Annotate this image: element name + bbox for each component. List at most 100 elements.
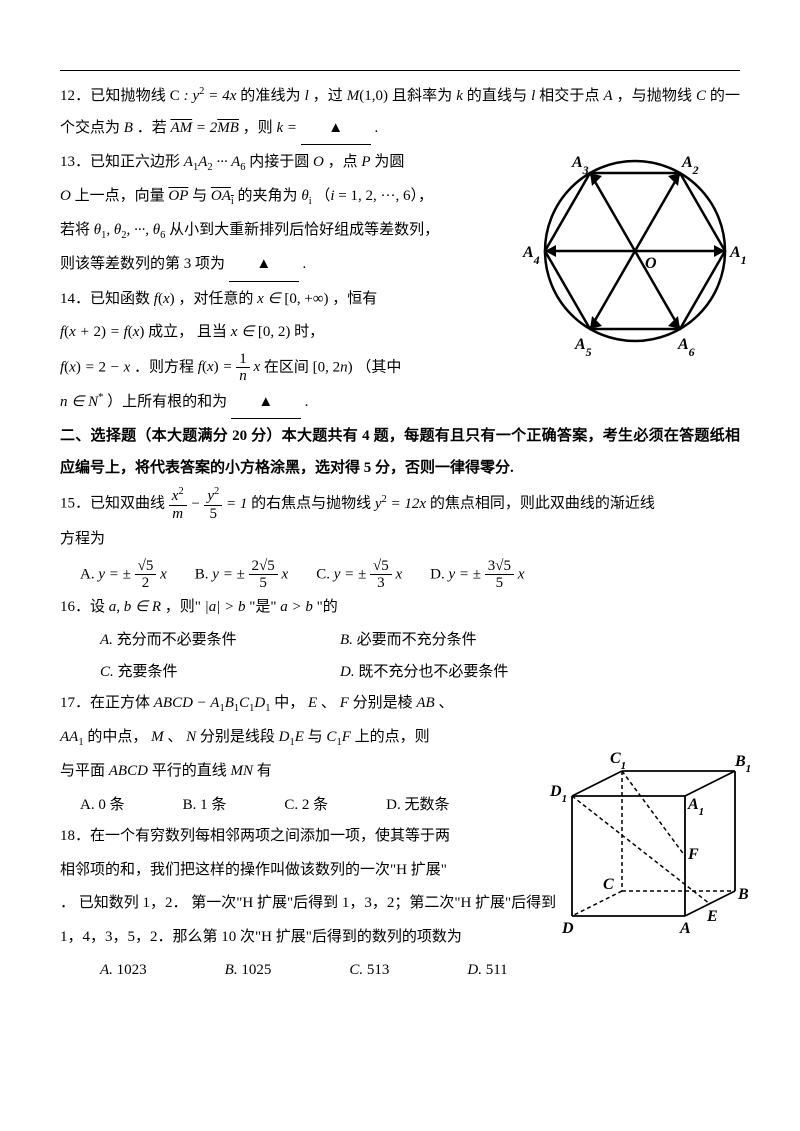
formula: ABCD: [109, 763, 148, 779]
q13-line4: 则该等差数列的第 3 项为 ▲ .: [60, 249, 520, 282]
text: 、: [167, 729, 182, 745]
q16-options: A. 充分而不必要条件 B. 必要而不充分条件 C. 充要条件 D. 既不充分也…: [100, 625, 580, 688]
text: 从小到大重新排列后恰好组成等差数列，: [169, 222, 439, 238]
text: 若将: [60, 222, 90, 238]
option-c: C. 充要条件: [100, 657, 340, 689]
text: 15．已知双曲线: [60, 496, 165, 512]
formula: ABCD − A1B1C1D1: [154, 695, 271, 711]
svg-text:A6: A6: [677, 336, 695, 359]
option-d: D. y = ± 3√55 x: [430, 558, 524, 592]
q18-line1: 18．在一个有穷数列每相邻两项之间添加一项，使其等于两: [60, 821, 540, 853]
formula: A: [604, 88, 613, 104]
option-c: C. y = ± √53 x: [316, 558, 402, 592]
svg-text:E: E: [706, 908, 718, 925]
formula: M(1,0): [347, 88, 388, 104]
svg-text:A3: A3: [571, 154, 589, 177]
q14-line2: f(x + 2) = f(x) 成立， 且当 x ∈ [0, 2) 时，: [60, 317, 520, 349]
cube-figure: D1 A1 C1 B1 D A C B E F: [540, 741, 750, 951]
q14-line3: f(x) = 2 − x ．则方程 f(x) = 1n x 在区间 [0, 2n…: [60, 351, 520, 385]
q15-options: A. y = ± √52 x B. y = ± 2√55 x C. y = ± …: [80, 558, 740, 592]
q12: 12．已知抛物线 C : y2 = 4x 的准线为 l ，过 M(1,0) 且斜…: [60, 81, 740, 145]
text: 的直线与: [467, 88, 527, 104]
text: .: [374, 120, 378, 136]
text: 13．已知正六边形: [60, 154, 180, 170]
q14-line4: n ∈ N* ）上所有根的和为 ▲ .: [60, 387, 740, 420]
text: 平行的直线: [152, 763, 227, 779]
formula: F: [340, 695, 349, 711]
text: 的准线为: [240, 88, 300, 104]
formula: n ∈ N*: [60, 394, 103, 410]
formula: O: [60, 188, 71, 204]
formula: f(x) = 1n x: [198, 359, 260, 375]
text: .: [305, 394, 309, 410]
formula: C: [696, 88, 706, 104]
q17-line2: AA1 的中点， M 、 N 分别是线段 D1E 与 C1F 上的点，则: [60, 722, 540, 754]
text: 相交于点: [539, 88, 599, 104]
formula: AA1: [60, 729, 84, 745]
content: A1 A2 A3 A4 A5 A6 O: [60, 81, 740, 987]
option-c: C. 513: [349, 955, 389, 987]
formula: θi: [301, 188, 311, 204]
text: 上一点，向量: [75, 188, 165, 204]
formula: x ∈ [0, +∞): [257, 291, 328, 307]
formula: x ∈ [0, 2): [231, 324, 291, 340]
svg-text:A1: A1: [687, 796, 704, 818]
formula: |a| > b: [205, 599, 246, 615]
text: 、: [438, 695, 453, 711]
q13: 13．已知正六边形 A1A2 ··· A6 内接于圆 O ，点 P 为圆: [60, 147, 520, 179]
svg-text:D1: D1: [549, 783, 567, 805]
text: ，过: [313, 88, 343, 104]
q13-line3: 若将 θ1, θ2, ···, θ6 从小到大重新排列后恰好组成等差数列，: [60, 215, 520, 247]
formula: f(x): [154, 291, 175, 307]
formula: l: [531, 88, 535, 104]
formula: AB: [416, 695, 434, 711]
option-d: D. 511: [467, 955, 507, 987]
text: 且斜率为: [392, 88, 452, 104]
text: 12．已知抛物线: [60, 88, 166, 104]
option-b: B. y = ± 2√55 x: [195, 558, 288, 592]
option-b: B. 必要而不充分条件: [340, 625, 580, 657]
formula: MN: [230, 763, 253, 779]
svg-text:C: C: [603, 876, 614, 893]
text: 时，: [294, 324, 324, 340]
text: 有: [257, 763, 272, 779]
q15-line1: 15．已知双曲线 x2m − y25 = 1 的右焦点与抛物线 y2 = 12x…: [60, 486, 740, 522]
text: ．则方程: [134, 359, 194, 375]
text: 与平面: [60, 763, 105, 779]
text: 与: [308, 729, 323, 745]
text: 的中点，: [87, 729, 147, 745]
formula: N: [186, 729, 196, 745]
section2-title: 二、选择题（本大题满分 20 分）本大题共有 4 题，每题有且只有一个正确答案，…: [60, 421, 740, 484]
text: 分别是棱: [353, 695, 413, 711]
text: "的: [317, 599, 338, 615]
formula: AM = 2MB: [170, 120, 238, 136]
option-c: C. 2 条: [284, 790, 328, 822]
formula: a, b ∈ R: [109, 599, 161, 615]
svg-text:F: F: [687, 846, 699, 863]
text: 17．在正方体: [60, 695, 150, 711]
formula: A1A2 ··· A6: [184, 154, 246, 170]
text: ．若: [137, 120, 167, 136]
text: （其中: [356, 359, 401, 375]
formula: C1F: [326, 729, 350, 745]
text: 与: [192, 188, 207, 204]
formula: D1E: [279, 729, 304, 745]
text: 分别是线段: [200, 729, 275, 745]
svg-text:A2: A2: [681, 154, 699, 177]
text: 16．设: [60, 599, 105, 615]
formula: a > b: [280, 599, 313, 615]
formula: k =: [276, 120, 300, 136]
option-d: D. 无数条: [386, 790, 449, 822]
formula: OP: [168, 188, 188, 204]
svg-text:B: B: [737, 886, 749, 903]
q15-line2: 方程为: [60, 524, 740, 556]
formula: E: [308, 695, 317, 711]
text: 中，: [274, 695, 304, 711]
svg-text:A5: A5: [574, 336, 592, 359]
formula: l: [305, 88, 309, 104]
text: "是": [249, 599, 276, 615]
formula: OAi: [211, 188, 234, 204]
text: ）上所有根的和为: [107, 394, 227, 410]
q17-line1: 17．在正方体 ABCD − A1B1C1D1 中， E 、 F 分别是棱 AB…: [60, 688, 540, 720]
formula: f(x + 2) = f(x): [60, 324, 144, 340]
